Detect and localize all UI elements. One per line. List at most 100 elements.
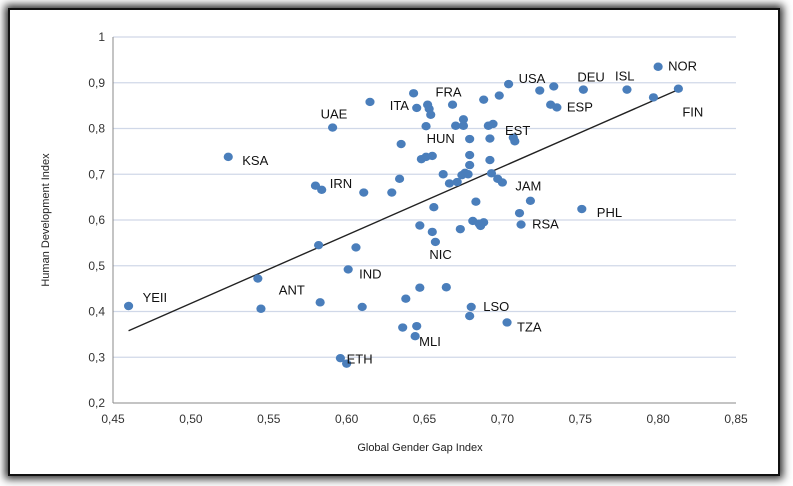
data-point bbox=[313, 240, 324, 250]
data-point bbox=[408, 89, 419, 98]
data-point bbox=[427, 227, 437, 237]
data-point bbox=[401, 294, 411, 303]
data-point bbox=[444, 179, 455, 188]
data-point bbox=[328, 123, 338, 132]
point-label: FRA bbox=[436, 85, 462, 100]
data-point bbox=[458, 121, 469, 130]
data-point bbox=[502, 318, 512, 327]
chart-border bbox=[8, 8, 780, 476]
data-point bbox=[223, 152, 233, 162]
point-label: FIN bbox=[682, 105, 703, 120]
x-tick-label: 0,80 bbox=[646, 412, 670, 426]
data-point bbox=[485, 155, 495, 165]
data-point bbox=[415, 221, 425, 230]
data-point bbox=[471, 197, 481, 206]
data-point bbox=[549, 82, 559, 91]
point-label: PHL bbox=[597, 205, 622, 220]
x-tick-label: 0,65 bbox=[413, 412, 437, 426]
data-point bbox=[486, 169, 497, 178]
data-point bbox=[455, 224, 465, 234]
data-point bbox=[426, 110, 436, 119]
data-point bbox=[430, 237, 441, 247]
point-labels: YEII KSA IRN UAE ETH IND ANT MLI ITA NIC FRA HUN LSO… bbox=[143, 59, 704, 367]
data-point bbox=[452, 177, 462, 187]
point-label: JAM bbox=[515, 178, 541, 193]
data-point bbox=[412, 321, 422, 331]
data-point bbox=[441, 283, 451, 292]
y-tick-label: 0,3 bbox=[88, 350, 105, 364]
data-point bbox=[497, 178, 507, 187]
y-tick-label: 0,4 bbox=[88, 305, 105, 319]
data-point bbox=[335, 353, 345, 363]
data-point bbox=[479, 95, 489, 104]
data-point bbox=[342, 359, 352, 368]
data-point bbox=[351, 243, 361, 252]
point-label: USA bbox=[519, 71, 546, 86]
x-tick-label: 0,55 bbox=[257, 412, 281, 426]
data-point bbox=[488, 119, 498, 129]
data-point bbox=[398, 323, 408, 332]
grid-lines bbox=[113, 36, 736, 358]
data-point bbox=[394, 174, 405, 184]
data-point bbox=[365, 97, 375, 107]
point-label: KSA bbox=[242, 153, 268, 168]
x-tick-label: 0,60 bbox=[335, 412, 359, 426]
data-point bbox=[315, 298, 325, 307]
point-label: RSA bbox=[532, 217, 559, 232]
data-point bbox=[510, 137, 520, 146]
y-tick-label: 0,8 bbox=[88, 122, 105, 136]
data-point bbox=[494, 91, 504, 100]
x-tick-label: 0,70 bbox=[491, 412, 515, 426]
point-label: YEII bbox=[143, 290, 168, 305]
y-tick-label: 0,7 bbox=[88, 167, 105, 181]
data-point bbox=[410, 332, 420, 341]
data-point bbox=[123, 301, 134, 311]
x-tick-label: 0,50 bbox=[179, 412, 203, 426]
trendline-group bbox=[128, 87, 682, 332]
point-label: TZA bbox=[517, 319, 542, 334]
y-tick-label: 1 bbox=[98, 30, 105, 44]
y-tick-label: 0,2 bbox=[88, 396, 105, 410]
data-point bbox=[415, 283, 425, 292]
tick-labels: 0,2 0,3 0,4 0,5 0,6 0,7 0,8 0,9 1 0,45 0,50 0,55 0,6… bbox=[88, 30, 748, 426]
data-point bbox=[485, 134, 495, 143]
point-label: EST bbox=[505, 123, 530, 138]
data-point bbox=[357, 302, 367, 312]
data-point bbox=[465, 134, 475, 144]
data-point bbox=[479, 218, 489, 227]
data-point bbox=[387, 188, 397, 197]
data-point bbox=[465, 311, 475, 321]
point-label: HUN bbox=[427, 131, 455, 146]
data-point bbox=[438, 170, 448, 179]
point-label: NIC bbox=[429, 247, 451, 262]
data-point bbox=[535, 86, 545, 95]
data-point bbox=[451, 121, 461, 130]
point-label: LSO bbox=[483, 299, 509, 314]
x-tick-label: 0,75 bbox=[569, 412, 593, 426]
point-label: NOR bbox=[668, 59, 697, 74]
y-tick-label: 0,5 bbox=[88, 259, 105, 273]
point-label: ISL bbox=[615, 69, 635, 84]
point-label: MLI bbox=[419, 334, 441, 349]
data-point bbox=[253, 274, 263, 283]
data-point bbox=[525, 196, 536, 205]
data-point bbox=[256, 304, 266, 313]
data-point bbox=[504, 79, 514, 89]
x-tick-label: 0,85 bbox=[724, 412, 748, 426]
data-point bbox=[465, 160, 475, 170]
data-point bbox=[359, 188, 369, 197]
data-point bbox=[673, 84, 683, 93]
data-point bbox=[466, 302, 476, 312]
data-points bbox=[123, 62, 683, 368]
point-label: IRN bbox=[330, 176, 352, 191]
data-point bbox=[421, 122, 431, 131]
trendline bbox=[128, 87, 682, 332]
point-label: ITA bbox=[390, 98, 410, 113]
data-point bbox=[516, 220, 526, 229]
data-point bbox=[396, 139, 406, 149]
data-point bbox=[412, 103, 422, 113]
data-point bbox=[514, 208, 525, 218]
data-point bbox=[577, 204, 587, 214]
